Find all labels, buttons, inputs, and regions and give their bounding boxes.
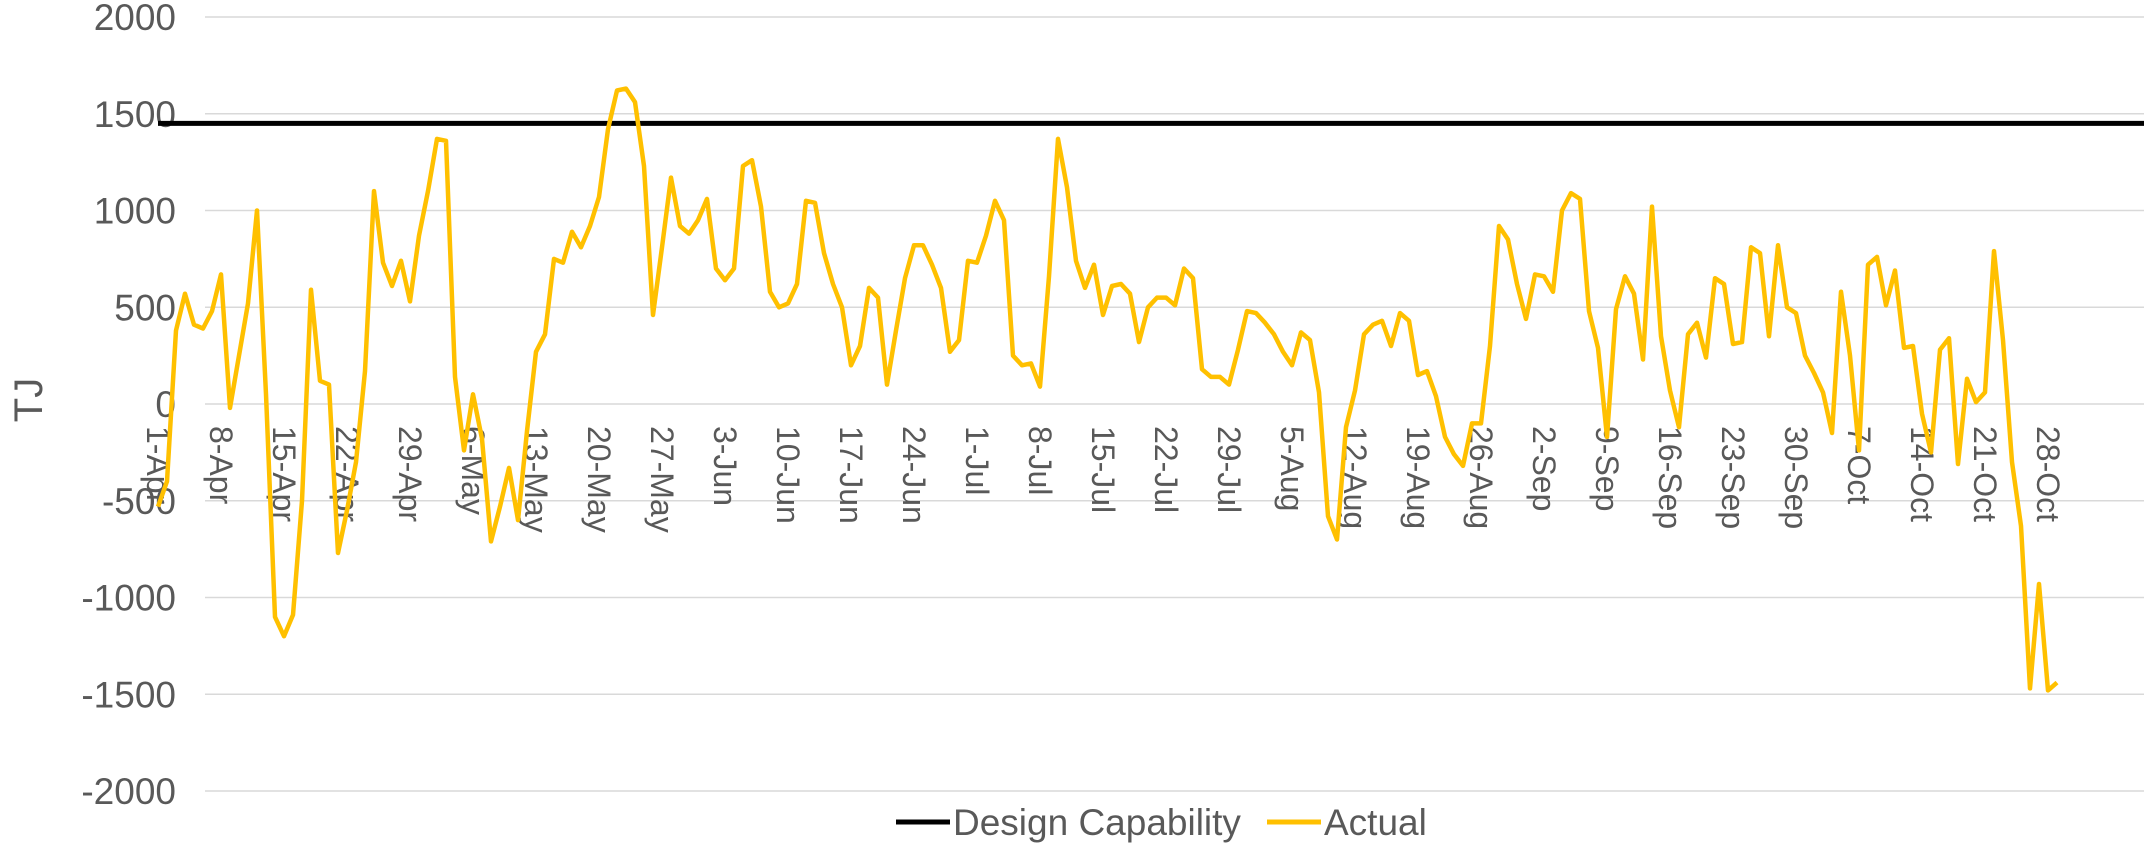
x-tick-label: 3-Jun	[707, 426, 743, 506]
legend: Design Capability Actual	[896, 802, 1427, 843]
y-tick-label: -1000	[81, 578, 176, 619]
x-tick-label: 21-Oct	[1967, 426, 2003, 522]
y-axis-title: TJ	[7, 378, 51, 422]
y-tick-label: 2000	[94, 0, 176, 38]
y-tick-label: 1000	[94, 191, 176, 232]
x-tick-label: 9-Sep	[1589, 426, 1625, 511]
x-tick-label: 8-Jul	[1022, 426, 1058, 495]
y-tick-label: 500	[114, 287, 176, 328]
legend-label-actual: Actual	[1324, 802, 1427, 843]
x-tick-label: 23-Sep	[1715, 426, 1751, 529]
x-tick-label: 29-Apr	[392, 426, 428, 522]
x-tick-label: 2-Sep	[1526, 426, 1562, 511]
x-tick-label: 10-Jun	[770, 426, 806, 524]
y-tick-label: -2000	[81, 771, 176, 812]
x-tick-label: 29-Jul	[1211, 426, 1247, 513]
x-tick-label: 5-Aug	[1274, 426, 1310, 511]
x-axis: 1-Apr 8-Apr 15-Apr 22-Apr 29-Apr 6-May 13-May 2…	[140, 426, 2066, 533]
x-tick-label: 1-Jul	[959, 426, 995, 495]
x-tick-label: 27-May	[644, 426, 680, 533]
x-tick-label: 28-Oct	[2030, 426, 2066, 522]
x-tick-label: 30-Sep	[1778, 426, 1814, 529]
x-tick-label: 22-Jul	[1148, 426, 1184, 513]
plot-series	[155, 86, 2144, 693]
x-tick-label: 8-Apr	[203, 426, 239, 505]
actual-series-line	[155, 86, 2059, 693]
x-tick-label: 24-Jun	[896, 426, 932, 524]
x-tick-label: 16-Sep	[1652, 426, 1688, 529]
y-tick-label: 1500	[94, 94, 176, 135]
x-tick-label: 17-Jun	[833, 426, 869, 524]
y-tick-label: -1500	[81, 674, 176, 715]
x-tick-label: 20-May	[581, 426, 617, 533]
legend-label-design-capability: Design Capability	[953, 802, 1241, 843]
x-tick-label: 14-Oct	[1904, 426, 1940, 522]
x-tick-label: 19-Aug	[1400, 426, 1436, 529]
x-tick-label: 15-Jul	[1085, 426, 1121, 513]
